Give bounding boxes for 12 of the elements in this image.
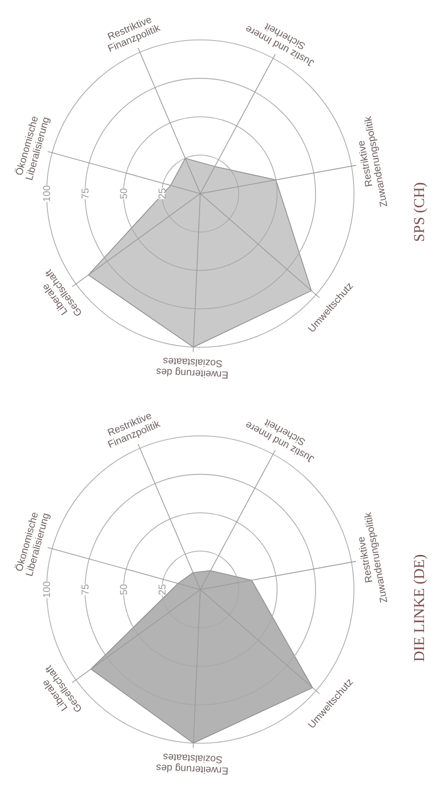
- text: DIE LINKE (DE): [412, 554, 428, 662]
- y-tick-label: 50: [118, 188, 130, 200]
- y-tick-label: 25: [157, 584, 168, 596]
- spoke-label: Erweiterung des Sozialstaates: [156, 354, 229, 380]
- y-tick-label: 25: [157, 188, 168, 200]
- y-tick-label: 75: [80, 188, 92, 200]
- text: SPS (CH): [412, 182, 428, 242]
- spoke-label: Erweiterung des Sozialstaates: [156, 750, 229, 776]
- y-tick-label: 50: [118, 584, 130, 596]
- y-tick-label: 100: [42, 184, 54, 202]
- y-tick-label: 75: [80, 584, 92, 596]
- y-tick-label: 100: [42, 580, 54, 598]
